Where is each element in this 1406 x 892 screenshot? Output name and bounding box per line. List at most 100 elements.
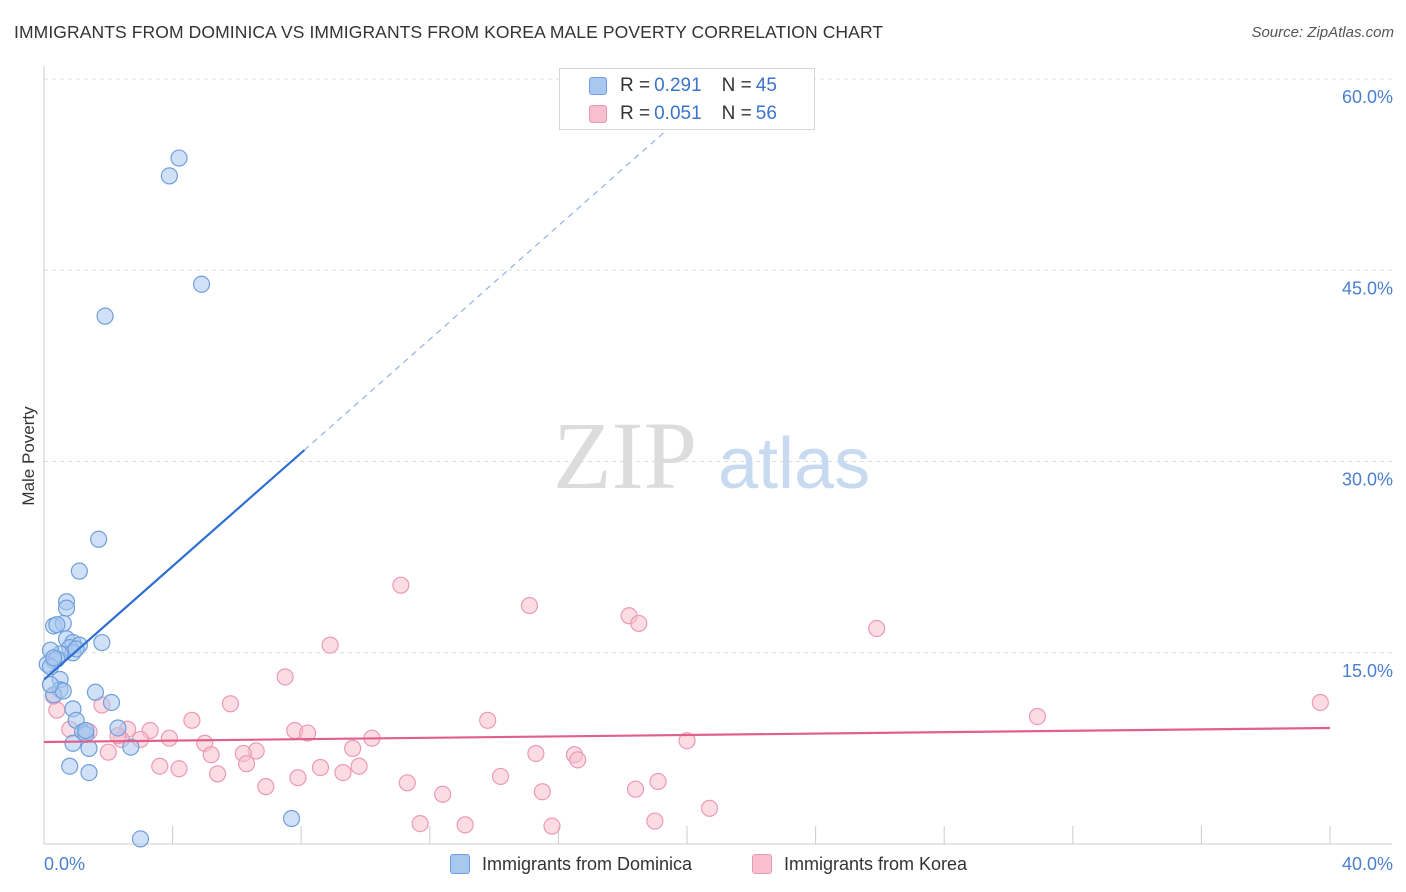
korea-point: [479, 711, 497, 729]
dominica-point: [48, 616, 66, 634]
axis-layer: [43, 66, 1392, 845]
bottom-swatch-dominica: [450, 854, 470, 874]
legend-r-value: 0.291: [654, 75, 702, 96]
korea-point: [183, 711, 201, 729]
korea-point: [221, 695, 240, 713]
korea-points: [45, 576, 1329, 835]
bottom-legend-dominica: Immigrants from Dominica: [450, 852, 692, 876]
korea-point: [289, 769, 307, 787]
legend-row-korea: R = 0.051 N = 56: [620, 101, 777, 127]
dominica-point: [131, 830, 150, 848]
legend-n-label: N =: [721, 103, 752, 124]
dominica-point: [80, 763, 98, 782]
korea-point: [678, 732, 696, 750]
legend-n-label: N =: [721, 75, 752, 96]
dominica-point: [64, 734, 82, 752]
bottom-swatch-korea: [752, 854, 772, 874]
dominica-point: [80, 739, 98, 757]
korea-point: [160, 729, 178, 747]
korea-point: [398, 774, 416, 792]
dominica-point: [41, 676, 60, 694]
legend-r-label: R =: [620, 75, 651, 96]
y-tick-label: 45.0%: [1342, 278, 1393, 298]
y-tick-label: 15.0%: [1342, 661, 1393, 681]
korea-point: [99, 743, 117, 761]
korea-point: [626, 780, 645, 798]
korea-point: [392, 576, 410, 594]
korea-point: [344, 739, 362, 757]
dominica-point: [70, 562, 88, 580]
korea-point: [321, 636, 339, 654]
korea-point: [1028, 707, 1047, 726]
x-tick-label-min: 0.0%: [44, 854, 85, 874]
korea-trend-line: [43, 726, 1331, 744]
dominica-point: [170, 149, 188, 167]
chart-title: IMMIGRANTS FROM DOMINICA VS IMMIGRANTS F…: [14, 22, 884, 42]
korea-point: [257, 778, 275, 796]
trend-layer: [43, 111, 1331, 744]
dominica-point: [192, 275, 211, 293]
bottom-legend-dominica-label: Immigrants from Dominica: [482, 853, 693, 874]
dominica-trend-extension: [304, 111, 688, 451]
dominica-point: [77, 721, 95, 740]
korea-point: [299, 724, 317, 742]
chart-source: Source: ZipAtlas.com: [1251, 24, 1394, 41]
legend-row-dominica: R = 0.291 N = 45: [620, 73, 777, 99]
korea-point: [151, 757, 169, 775]
dominica-point: [93, 633, 111, 652]
y-tick-label: 60.0%: [1342, 87, 1393, 107]
dominica-point: [86, 683, 105, 701]
bottom-legend-korea-label: Immigrants from Korea: [784, 853, 968, 874]
watermark-atlas: atlas: [718, 424, 870, 504]
korea-point: [48, 701, 66, 719]
dominica-point: [57, 599, 76, 617]
dominica-point: [67, 640, 85, 658]
korea-point: [543, 817, 561, 835]
korea-point: [491, 767, 510, 786]
y-axis-label: Male Poverty: [19, 406, 38, 506]
korea-point: [209, 765, 227, 783]
korea-point: [533, 783, 551, 801]
dominica-point: [45, 649, 63, 667]
x-tick-label-max: 40.0%: [1342, 854, 1393, 874]
dominica-point: [282, 809, 301, 828]
legend-r-label: R =: [620, 103, 651, 124]
legend-r-value: 0.051: [654, 103, 702, 124]
dominica-trend-line: [43, 449, 306, 681]
korea-point: [630, 614, 648, 633]
korea-point: [1311, 693, 1329, 712]
bottom-legend-korea: Immigrants from Korea: [752, 852, 967, 876]
korea-point: [170, 760, 188, 778]
korea-point: [237, 755, 256, 773]
korea-point: [276, 668, 294, 686]
watermark: ZIP atlas: [553, 402, 870, 509]
dominica-point: [96, 307, 114, 325]
korea-point: [311, 758, 330, 777]
korea-point: [527, 744, 545, 763]
y-tick-label: 30.0%: [1342, 470, 1393, 490]
korea-point: [649, 772, 667, 791]
korea-point: [434, 785, 452, 803]
grid-layer: [44, 78, 1392, 654]
dominica-point: [90, 530, 108, 548]
tick-layer: 15.0% 30.0% 45.0% 60.0% 0.0% 40.0%: [44, 87, 1393, 874]
dominica-point: [109, 719, 127, 737]
korea-point: [411, 814, 429, 833]
dominica-point: [160, 167, 178, 185]
legend-swatch-korea: [589, 105, 607, 123]
korea-point: [520, 596, 539, 615]
correlation-legend: R = 0.291 N = 45 R = 0.051 N = 56: [559, 68, 815, 130]
korea-point: [350, 757, 368, 775]
legend-n-value: 45: [755, 75, 777, 96]
korea-point: [334, 763, 352, 782]
watermark-zip: ZIP: [553, 402, 697, 509]
korea-point: [202, 746, 220, 764]
korea-point: [456, 816, 474, 834]
korea-point: [700, 799, 719, 817]
korea-point: [569, 751, 587, 769]
korea-point: [646, 812, 664, 830]
legend-n-value: 56: [755, 103, 777, 124]
dominica-point: [122, 738, 140, 756]
legend-swatch-dominica: [589, 77, 607, 95]
